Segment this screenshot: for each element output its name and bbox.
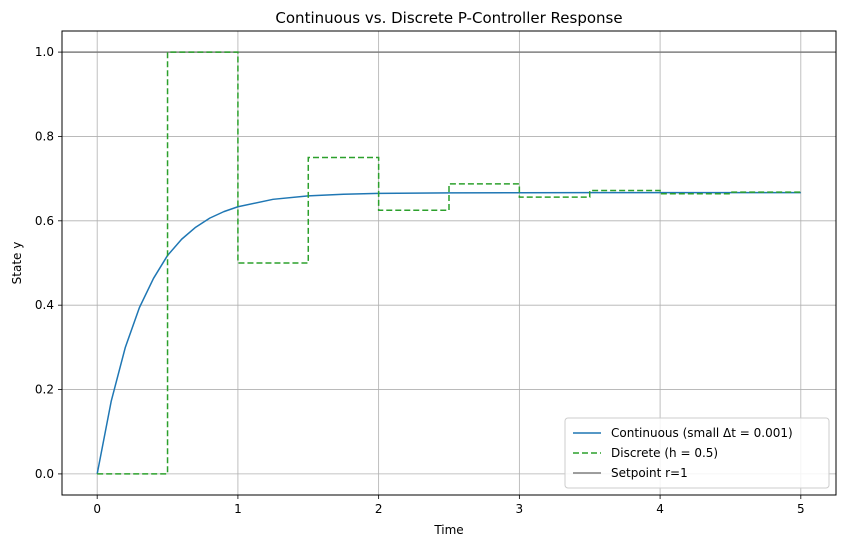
y-tick-label: 0.4 (35, 298, 54, 312)
legend: Continuous (small Δt = 0.001) Discrete (h… (564, 417, 830, 489)
continuous-line (96, 191, 801, 475)
x-tick-label: 2 (375, 502, 383, 516)
y-tick-label: 0.2 (35, 383, 54, 397)
legend-discrete-label: Discrete (h = 0.5) (611, 446, 718, 460)
legend-setpoint-label: Setpoint r=1 (611, 466, 688, 480)
y-tick-label: 0.6 (35, 214, 54, 228)
chart-title: Continuous vs. Discrete P-Controller Res… (275, 9, 622, 27)
discrete-step-line (97, 51, 801, 475)
ticks: 0 1 2 3 4 5 0.0 0.2 0.4 0.6 0.8 1.0 (35, 45, 805, 516)
x-tick-label: 1 (234, 502, 242, 516)
x-tick-label: 5 (797, 502, 805, 516)
plot-frame (61, 30, 837, 496)
y-tick-label: 1.0 (35, 45, 54, 59)
series-layer (62, 51, 836, 475)
legend-box (564, 417, 830, 489)
y-tick-label: 0.8 (35, 129, 54, 143)
x-tick-label: 3 (516, 502, 524, 516)
x-axis-label: Time (433, 523, 463, 537)
legend-continuous-label: Continuous (small Δt = 0.001) (611, 426, 793, 440)
y-tick-label: 0.0 (35, 467, 54, 481)
y-axis-label: State y (10, 242, 24, 285)
x-tick-label: 0 (93, 502, 101, 516)
x-tick-label: 4 (656, 502, 664, 516)
